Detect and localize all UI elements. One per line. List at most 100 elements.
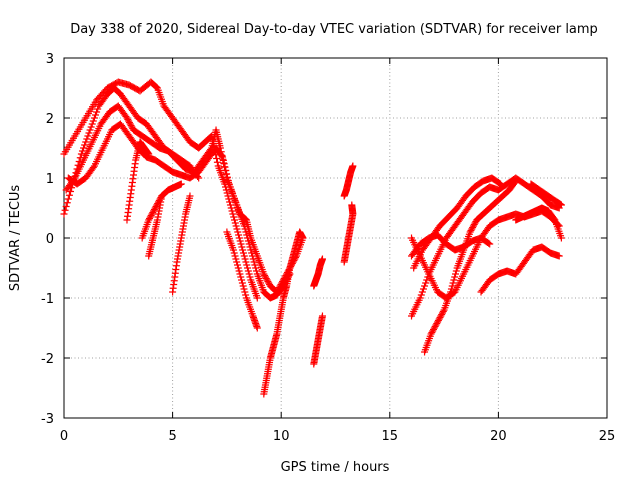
data-point bbox=[146, 215, 154, 222]
data-point bbox=[240, 222, 248, 230]
data-point bbox=[243, 261, 251, 269]
data-point bbox=[421, 282, 429, 290]
data-point bbox=[247, 246, 255, 254]
data-point bbox=[251, 261, 259, 269]
data-point bbox=[263, 276, 271, 284]
data-point bbox=[250, 258, 258, 266]
x-axis-label: GPS time / hours bbox=[281, 460, 390, 475]
data-point bbox=[150, 206, 158, 213]
data-point bbox=[438, 309, 446, 317]
data-point bbox=[236, 237, 244, 245]
data-point bbox=[233, 201, 241, 209]
data-point bbox=[93, 108, 101, 116]
data-point bbox=[238, 243, 246, 251]
data-point bbox=[244, 237, 252, 245]
data-point bbox=[557, 201, 565, 209]
data-point bbox=[253, 324, 261, 332]
data-point bbox=[245, 270, 253, 278]
data-point bbox=[240, 252, 248, 260]
data-point bbox=[419, 285, 427, 293]
x-tick-label: 25 bbox=[599, 429, 616, 444]
data-point bbox=[555, 252, 563, 260]
data-point bbox=[226, 201, 234, 209]
data-point bbox=[232, 255, 240, 263]
data-point bbox=[348, 201, 356, 209]
data-point bbox=[231, 219, 239, 227]
data-point bbox=[84, 132, 92, 140]
data-point bbox=[242, 258, 250, 266]
data-point bbox=[430, 324, 438, 332]
data-point bbox=[232, 198, 240, 206]
data-point bbox=[226, 183, 234, 191]
data-point bbox=[88, 120, 96, 128]
data-point bbox=[451, 273, 459, 281]
data-point bbox=[433, 320, 441, 327]
data-point bbox=[231, 216, 239, 224]
y-tick-label: 0 bbox=[46, 232, 54, 247]
data-point bbox=[236, 270, 244, 278]
data-point bbox=[434, 318, 442, 326]
data-point bbox=[227, 186, 235, 194]
series-track bbox=[60, 78, 261, 302]
x-tick-label: 5 bbox=[168, 429, 176, 444]
data-point bbox=[417, 291, 425, 299]
data-point bbox=[235, 267, 243, 275]
data-point bbox=[418, 288, 426, 296]
data-point bbox=[124, 116, 132, 123]
data-point bbox=[149, 209, 157, 216]
y-tick-label: -2 bbox=[41, 352, 54, 367]
data-point bbox=[450, 276, 458, 284]
data-point bbox=[439, 308, 447, 315]
data-point bbox=[233, 258, 241, 266]
data-point bbox=[265, 279, 273, 287]
data-point bbox=[431, 323, 439, 330]
chart-title: Day 338 of 2020, Sidereal Day-to-day VTE… bbox=[70, 22, 598, 37]
data-point bbox=[241, 288, 249, 296]
data-point bbox=[469, 224, 477, 231]
data-point bbox=[87, 123, 95, 131]
data-point bbox=[248, 249, 256, 257]
data-point bbox=[145, 150, 153, 158]
data-point bbox=[62, 203, 70, 210]
data-point bbox=[466, 228, 474, 236]
data-point bbox=[239, 282, 247, 290]
data-point bbox=[234, 228, 242, 236]
data-point bbox=[452, 270, 460, 278]
data-point bbox=[126, 120, 134, 128]
data-point bbox=[90, 114, 98, 122]
data-point bbox=[242, 228, 250, 236]
data-point bbox=[222, 167, 230, 174]
data-point bbox=[223, 170, 231, 178]
data-point bbox=[252, 267, 260, 275]
data-point bbox=[229, 246, 237, 254]
y-tick-label: -3 bbox=[41, 412, 54, 427]
data-point bbox=[495, 179, 503, 187]
data-point bbox=[219, 156, 227, 164]
data-point bbox=[123, 114, 131, 122]
data-point bbox=[235, 234, 243, 242]
data-point bbox=[229, 192, 237, 200]
data-point bbox=[447, 285, 455, 293]
data-point bbox=[232, 222, 240, 230]
x-tick-label: 10 bbox=[273, 429, 290, 444]
data-point bbox=[468, 225, 476, 233]
data-point bbox=[158, 192, 166, 200]
data-point bbox=[429, 327, 437, 335]
data-point bbox=[235, 231, 243, 239]
data-point bbox=[225, 180, 233, 188]
data-point bbox=[438, 311, 446, 318]
data-point bbox=[467, 227, 475, 234]
data-point bbox=[146, 213, 154, 221]
data-point bbox=[244, 264, 252, 272]
data-point bbox=[241, 225, 249, 233]
data-point bbox=[449, 279, 457, 287]
series-track bbox=[169, 192, 194, 296]
series-track bbox=[340, 201, 357, 266]
data-point bbox=[237, 240, 245, 248]
data-point bbox=[89, 164, 97, 171]
data-point bbox=[80, 144, 88, 152]
data-point bbox=[228, 207, 236, 215]
data-point bbox=[83, 135, 91, 143]
